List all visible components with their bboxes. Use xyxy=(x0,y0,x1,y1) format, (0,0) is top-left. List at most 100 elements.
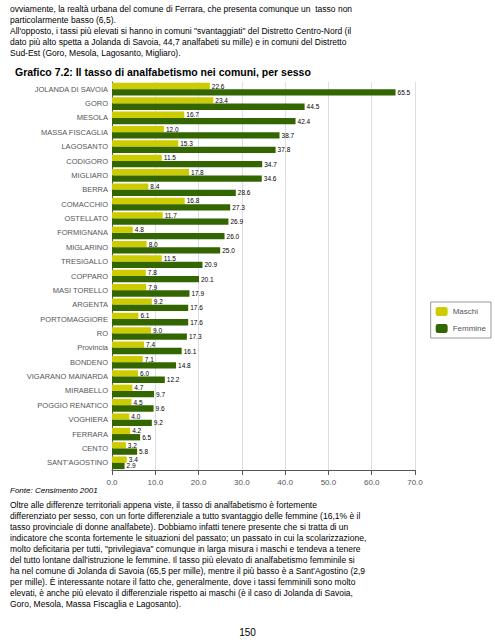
svg-text:4.5: 4.5 xyxy=(133,399,142,406)
svg-text:LAGOSANTO: LAGOSANTO xyxy=(61,142,108,151)
svg-text:50.0: 50.0 xyxy=(321,478,337,487)
svg-text:9.7: 9.7 xyxy=(156,391,165,398)
svg-text:Sud-Est (Goro, Mesola, Lagosan: Sud-Est (Goro, Mesola, Lagosanto, Miglia… xyxy=(10,48,181,58)
svg-text:COMACCHIO: COMACCHIO xyxy=(61,200,108,209)
svg-text:Femmine: Femmine xyxy=(453,324,487,333)
svg-text:7.8: 7.8 xyxy=(148,269,157,276)
svg-text:42.4: 42.4 xyxy=(298,118,311,125)
svg-text:indicatore che sconta fortemen: indicatore che sconta fortemente le situ… xyxy=(10,533,366,543)
svg-text:MIRABELLO: MIRABELLO xyxy=(65,386,108,395)
svg-text:38.7: 38.7 xyxy=(282,132,295,139)
svg-text:MIGLIARO: MIGLIARO xyxy=(71,171,108,180)
svg-text:SANT'AGOSTINO: SANT'AGOSTINO xyxy=(47,458,108,467)
svg-text:150: 150 xyxy=(239,627,256,638)
svg-text:ARGENTA: ARGENTA xyxy=(72,300,108,309)
svg-text:MASSA FISCAGLIA: MASSA FISCAGLIA xyxy=(41,128,108,137)
svg-text:0.0: 0.0 xyxy=(106,478,118,487)
svg-text:23.4: 23.4 xyxy=(215,97,228,104)
svg-text:65.5: 65.5 xyxy=(398,89,411,96)
svg-text:11.5: 11.5 xyxy=(164,255,177,262)
svg-text:TRESIGALLO: TRESIGALLO xyxy=(61,257,108,266)
svg-text:RO: RO xyxy=(97,329,108,338)
svg-text:7.9: 7.9 xyxy=(148,284,157,291)
svg-text:14.8: 14.8 xyxy=(178,362,191,369)
svg-text:Provincia: Provincia xyxy=(77,343,109,352)
svg-text:7.1: 7.1 xyxy=(145,356,154,363)
svg-text:BERRA: BERRA xyxy=(82,185,108,194)
svg-text:molto deficitaria per tutti, ": molto deficitaria per tutti, "privilegia… xyxy=(10,544,361,554)
svg-text:All'opposto, i tassi più eleva: All'opposto, i tassi più elevati si hann… xyxy=(10,26,351,36)
svg-text:11.5: 11.5 xyxy=(164,154,177,161)
svg-text:4.7: 4.7 xyxy=(134,384,143,391)
svg-text:11.7: 11.7 xyxy=(165,212,178,219)
svg-text:BONDENO: BONDENO xyxy=(70,358,108,367)
svg-text:Goro, Mesola, Massa Fiscaglia: Goro, Mesola, Massa Fiscaglia e Lagosant… xyxy=(10,599,181,609)
svg-text:17.6: 17.6 xyxy=(190,304,203,311)
svg-text:Oltre alle differenze territor: Oltre alle differenze territoriali appen… xyxy=(10,500,317,510)
svg-text:25.0: 25.0 xyxy=(222,247,235,254)
svg-text:GORO: GORO xyxy=(85,99,108,108)
svg-text:17.9: 17.9 xyxy=(191,290,204,297)
svg-text:ovviamente, la realtà urbana d: ovviamente, la realtà urbana del comune … xyxy=(10,4,352,14)
svg-text:OSTELLATO: OSTELLATO xyxy=(65,214,109,223)
svg-text:20.9: 20.9 xyxy=(204,261,217,268)
svg-text:9.2: 9.2 xyxy=(154,298,163,305)
svg-text:MASI TORELLO: MASI TORELLO xyxy=(53,286,108,295)
svg-text:20.1: 20.1 xyxy=(201,276,214,283)
svg-text:34.7: 34.7 xyxy=(264,161,277,168)
svg-text:12.0: 12.0 xyxy=(166,126,179,133)
svg-text:4.2: 4.2 xyxy=(132,427,141,434)
svg-text:3.2: 3.2 xyxy=(128,442,137,449)
svg-text:8.0: 8.0 xyxy=(149,241,158,248)
svg-text:27.3: 27.3 xyxy=(232,204,245,211)
svg-text:44.5: 44.5 xyxy=(307,103,320,110)
svg-text:FORMIGNANA: FORMIGNANA xyxy=(57,228,108,237)
svg-text:4.8: 4.8 xyxy=(135,226,144,233)
svg-text:4.0: 4.0 xyxy=(131,413,140,420)
svg-text:28.6: 28.6 xyxy=(238,189,251,196)
svg-text:FERRARA: FERRARA xyxy=(72,430,108,439)
svg-text:Grafico 7.2: Il tasso di analf: Grafico 7.2: Il tasso di analfabetismo n… xyxy=(15,66,311,78)
svg-text:CODIGORO: CODIGORO xyxy=(66,157,108,166)
svg-text:Fonte: Censimento 2001: Fonte: Censimento 2001 xyxy=(10,486,98,495)
svg-text:16.8: 16.8 xyxy=(187,197,200,204)
svg-text:17.6: 17.6 xyxy=(190,319,203,326)
svg-text:15.3: 15.3 xyxy=(180,140,193,147)
svg-text:26.9: 26.9 xyxy=(230,218,243,225)
svg-text:16.7: 16.7 xyxy=(186,111,199,118)
svg-text:9.6: 9.6 xyxy=(156,405,165,412)
svg-text:MESOLA: MESOLA xyxy=(77,113,108,122)
svg-text:40.0: 40.0 xyxy=(277,478,293,487)
svg-text:10.0: 10.0 xyxy=(147,478,163,487)
svg-text:34.6: 34.6 xyxy=(264,175,277,182)
svg-text:9.0: 9.0 xyxy=(153,327,162,334)
svg-text:70.0: 70.0 xyxy=(407,478,423,487)
svg-text:7.4: 7.4 xyxy=(146,341,155,348)
svg-text:POGGIO RENATICO: POGGIO RENATICO xyxy=(37,401,108,410)
svg-text:differenziato per sesso, con u: differenziato per sesso, con un forte di… xyxy=(10,511,360,521)
svg-text:per mille). È interessante not: per mille). È interessante notare il fat… xyxy=(10,577,356,587)
svg-text:9.2: 9.2 xyxy=(154,419,163,426)
svg-text:22.6: 22.6 xyxy=(212,83,225,90)
svg-text:2.9: 2.9 xyxy=(127,462,136,469)
svg-text:elevati, è anche più elevato i: elevati, è anche più elevato il differen… xyxy=(10,588,353,598)
svg-text:PORTOMAGGIORE: PORTOMAGGIORE xyxy=(40,315,108,324)
svg-text:dato più alto spetta a Jolanda: dato più alto spetta a Jolanda di Savoia… xyxy=(10,37,347,47)
svg-text:8.4: 8.4 xyxy=(150,183,159,190)
svg-text:MIGLARINO: MIGLARINO xyxy=(66,243,108,252)
svg-text:6.5: 6.5 xyxy=(142,434,151,441)
svg-text:26.0: 26.0 xyxy=(227,233,240,240)
svg-text:particolarmente basso (6,5).: particolarmente basso (6,5). xyxy=(10,15,116,25)
svg-text:tasso provinciale di donne ana: tasso provinciale di donne analfabete). … xyxy=(10,522,349,532)
svg-text:ha nel comune di Jolanda di Sa: ha nel comune di Jolanda di Savoia (65,5… xyxy=(10,566,365,576)
svg-text:17.3: 17.3 xyxy=(189,333,202,340)
svg-text:VIGARANO MAINARDA: VIGARANO MAINARDA xyxy=(27,372,108,381)
svg-text:12.2: 12.2 xyxy=(167,376,180,383)
svg-text:del tutto lontane dall'istruzi: del tutto lontane dall'istruzione le fem… xyxy=(10,555,355,565)
svg-text:20.0: 20.0 xyxy=(191,478,207,487)
svg-text:6.1: 6.1 xyxy=(140,312,149,319)
svg-text:37.8: 37.8 xyxy=(278,146,291,153)
svg-text:COPPARO: COPPARO xyxy=(71,272,108,281)
svg-text:6.0: 6.0 xyxy=(140,370,149,377)
svg-text:16.1: 16.1 xyxy=(184,348,197,355)
